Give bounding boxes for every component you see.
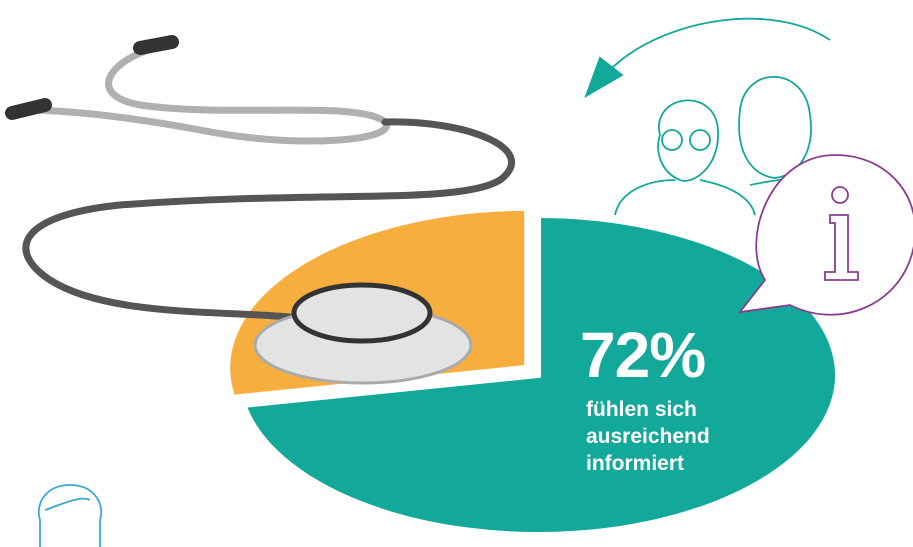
infographic: 72% fühlen sich ausreichend informiert xyxy=(0,0,913,547)
info-bubble xyxy=(740,155,913,315)
slice-label: fühlen sich ausreichend informiert xyxy=(586,396,756,477)
person-icon xyxy=(39,485,102,547)
chart xyxy=(0,0,913,547)
value-label: 72% xyxy=(580,318,705,392)
